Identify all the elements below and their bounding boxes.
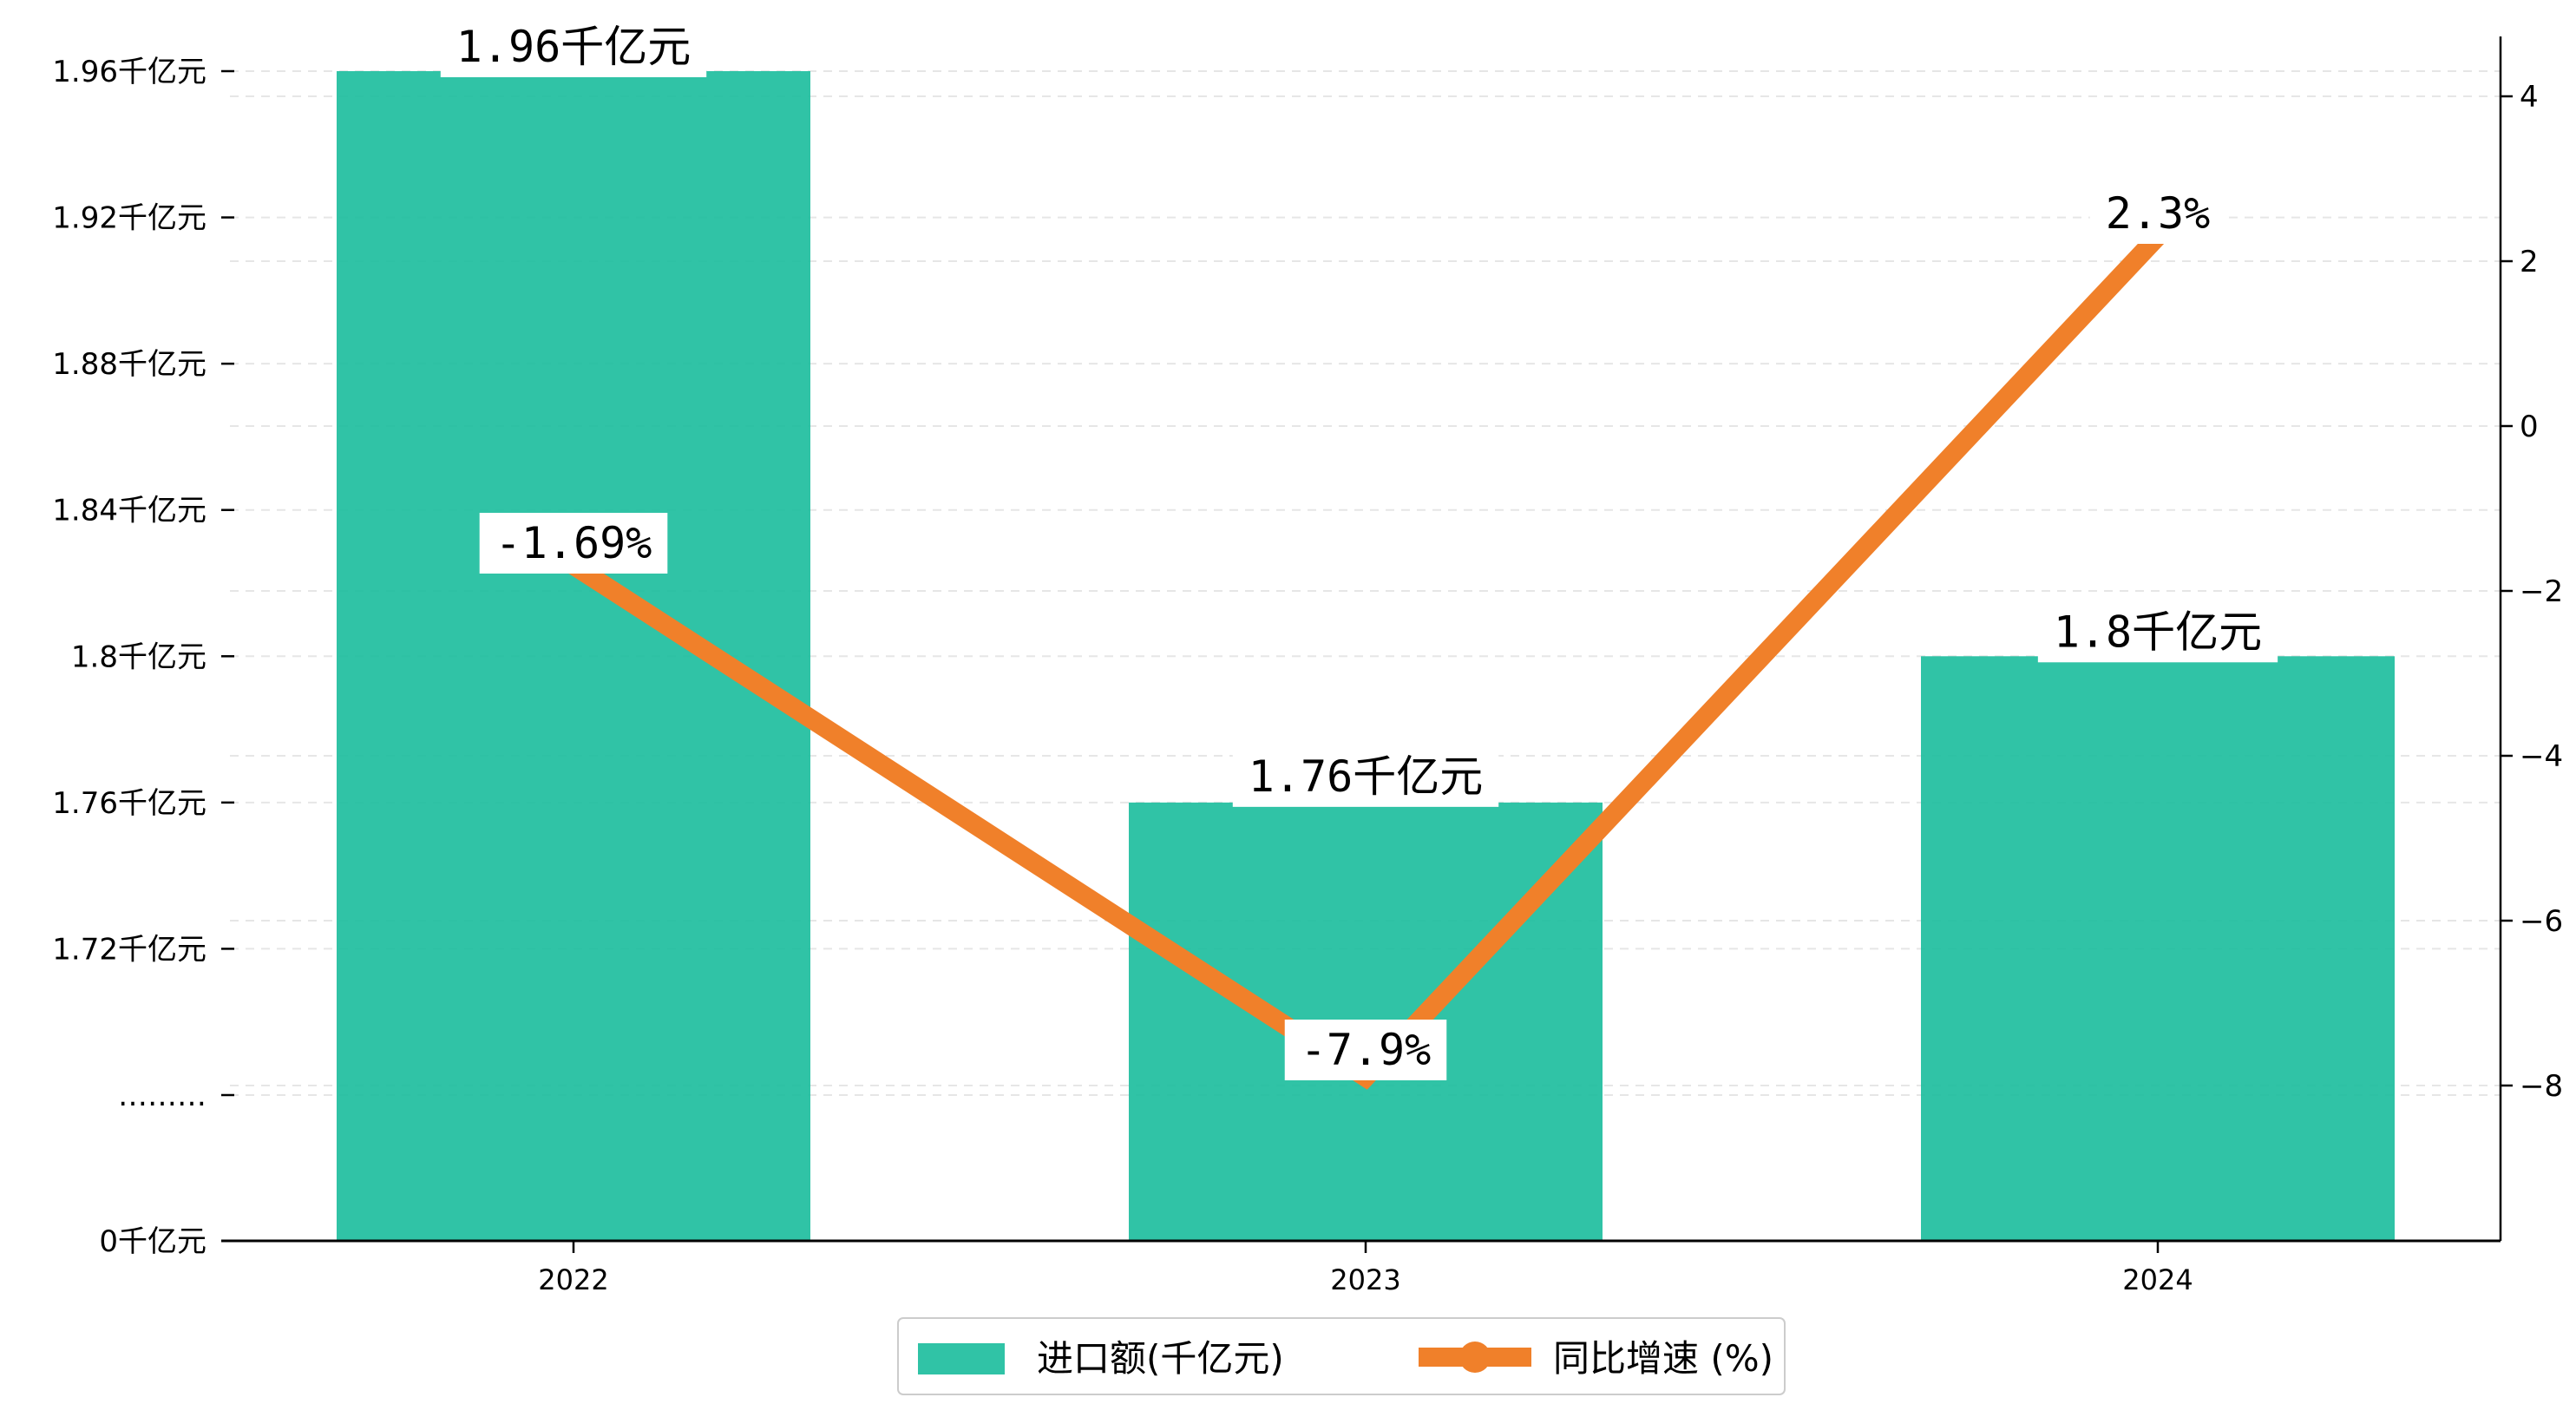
- growth-value-label-2022: -1.69%: [479, 513, 668, 574]
- data-labels: 1.96千亿元 1.76千亿元 1.8千亿元 -1.69% -7.9% 2.3%: [440, 16, 2278, 1080]
- bar-value-label-2024-bg: [2037, 601, 2278, 663]
- bar-2024: [1921, 656, 2395, 1241]
- legend-label-bar: 进口额(千亿元): [1037, 1337, 1284, 1380]
- right-axis: −8 −6 −4 −2 0 2 4: [2499, 36, 2563, 1241]
- left-tick-label: 1.88千亿元: [52, 347, 206, 382]
- left-tick-label: ………: [118, 1079, 206, 1113]
- growth-value-label-2024: 2.3%: [2089, 183, 2226, 244]
- bar-value-label-2022-text: 1.96千亿元: [456, 22, 691, 72]
- bar-2022: [337, 71, 810, 1241]
- bar-value-label-2023: 1.76千亿元: [1232, 745, 1499, 807]
- growth-value-label-2024-bg: [2089, 183, 2226, 244]
- growth-value-label-2023-text: -7.9%: [1301, 1025, 1432, 1075]
- left-tick-label: 1.76千亿元: [52, 786, 206, 821]
- right-tick-label: 4: [2520, 80, 2539, 115]
- legend-swatch-bar: [918, 1343, 1005, 1374]
- bar-series: [337, 71, 2395, 1241]
- legend-box: [897, 1317, 1786, 1395]
- growth-value-label-2022-text: -1.69%: [495, 518, 652, 568]
- left-tick-label: 0千亿元: [99, 1224, 206, 1259]
- growth-value-label-2022-bg: [479, 513, 668, 574]
- x-axis: 2022 2023 2024: [221, 1239, 2501, 1296]
- left-tick-label: 1.72千亿元: [52, 932, 206, 967]
- left-tick-label: 1.92千亿元: [52, 201, 206, 236]
- right-tick-label: 2: [2520, 245, 2539, 279]
- bar-value-label-2024: 1.8千亿元: [2037, 601, 2278, 663]
- legend-label-line: 同比增速 (%): [1553, 1337, 1773, 1380]
- growth-value-label-2024-text: 2.3%: [2106, 188, 2210, 239]
- growth-value-label-2023: -7.9%: [1284, 1020, 1447, 1080]
- right-tick-label: −2: [2520, 574, 2563, 609]
- right-tick-label: −4: [2520, 739, 2563, 774]
- bar-value-label-2022-bg: [440, 16, 707, 77]
- left-tick-label: 1.84千亿元: [52, 494, 206, 528]
- growth-value-label-2023-bg: [1284, 1020, 1447, 1080]
- x-tick-label: 2024: [2122, 1263, 2193, 1296]
- bar-value-label-2023-bg: [1232, 745, 1499, 807]
- left-tick-label: 1.8千亿元: [71, 640, 206, 674]
- right-tick-label: −6: [2520, 904, 2563, 939]
- right-tick-label: −8: [2520, 1069, 2563, 1104]
- legend-swatch-marker: [1459, 1342, 1491, 1373]
- bar-value-label-2024-text: 1.8千亿元: [2054, 607, 2262, 657]
- left-axis: 0千亿元 ……… 1.72千亿元 1.76千亿元 1.8千亿元 1.84千亿元 1.88千亿…: [52, 55, 234, 1259]
- legend: 进口额(千亿元) 同比增速 (%): [897, 1317, 1786, 1395]
- right-tick-label: 0: [2520, 410, 2539, 444]
- x-tick-label: 2022: [538, 1263, 608, 1296]
- x-tick-label: 2023: [1330, 1263, 1400, 1296]
- left-tick-label: 1.96千亿元: [52, 55, 206, 89]
- bar-value-label-2023-text: 1.76千亿元: [1249, 751, 1483, 802]
- bar-value-label-2022: 1.96千亿元: [440, 16, 707, 77]
